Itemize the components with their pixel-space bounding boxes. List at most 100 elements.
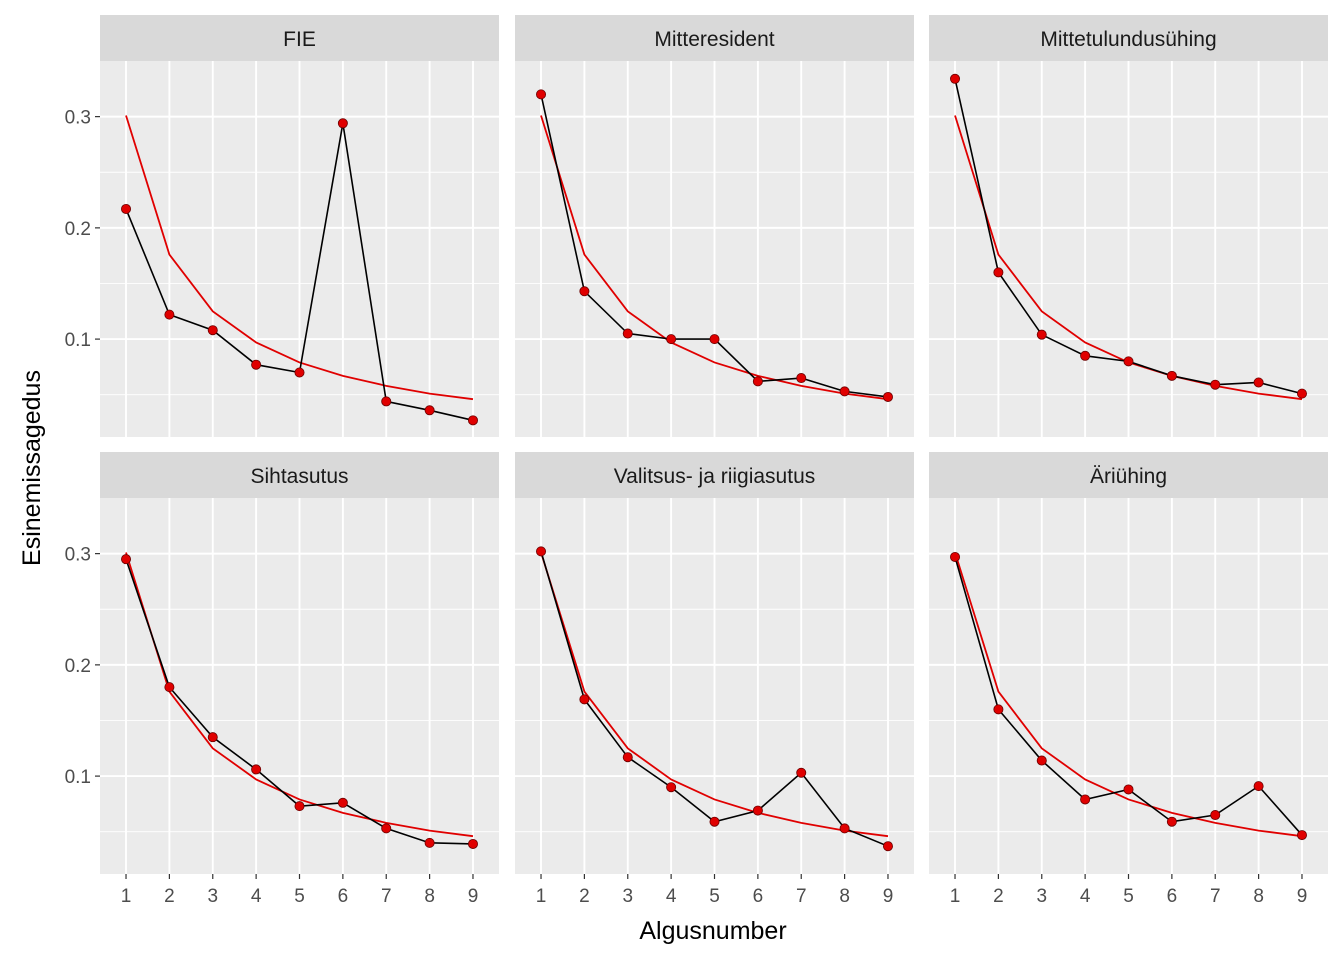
data-point (424, 405, 435, 416)
x-axis-title: Algusnumber (639, 917, 786, 945)
facet-panel-6: Äriühing 1 2 3 4 5 6 7 8 9 (929, 452, 1328, 907)
x-tick-label: 7 (381, 886, 392, 907)
data-point (709, 334, 720, 345)
data-point (424, 837, 435, 848)
data-point (1036, 329, 1047, 340)
data-point (536, 546, 547, 557)
facet-strip (515, 15, 914, 61)
data-point (579, 286, 590, 297)
data-point (882, 391, 893, 402)
data-point (666, 782, 677, 793)
data-point (1080, 350, 1091, 361)
facet-strip-label: Mitteresident (654, 28, 774, 51)
facet-strip (100, 452, 499, 498)
x-tick-label: 5 (709, 886, 720, 907)
x-tick-label: 8 (424, 886, 435, 907)
x-tick-label: 8 (839, 886, 850, 907)
data-point (1166, 370, 1177, 381)
data-point (709, 816, 720, 827)
facet-strip-label: Mittetulundusühing (1040, 28, 1216, 51)
x-tick-label: 2 (993, 886, 1004, 907)
data-point (579, 694, 590, 705)
y-tick-label: 0.2 (65, 219, 91, 240)
x-tick-label: 7 (796, 886, 807, 907)
reference-line (540, 552, 889, 838)
data-point (666, 334, 677, 345)
facet-strip (929, 452, 1328, 498)
facet-panel-3: Mittetulundusühing (929, 15, 1328, 437)
facet-strip (515, 452, 914, 498)
data-point (251, 764, 262, 775)
x-tick-label: 1 (950, 886, 961, 907)
x-tick-label: 3 (1036, 886, 1047, 907)
x-tick-label: 5 (1123, 886, 1134, 907)
data-point (882, 841, 893, 852)
x-tick-label: 6 (338, 886, 349, 907)
x-tick-label: 9 (468, 886, 479, 907)
x-tick-label: 7 (1210, 886, 1221, 907)
x-tick-label: 2 (164, 886, 175, 907)
x-tick-label: 1 (536, 886, 547, 907)
data-point (467, 838, 478, 849)
data-point (1253, 377, 1264, 388)
x-tick-label: 1 (121, 886, 132, 907)
x-tick-label: 4 (251, 886, 262, 907)
facet-strip-label: Sihtasutus (250, 465, 348, 488)
data-point (1296, 388, 1307, 399)
y-tick-label: 0.1 (65, 330, 91, 351)
data-point (1036, 755, 1047, 766)
data-point (752, 376, 763, 387)
data-point (622, 752, 633, 763)
data-point (1123, 356, 1134, 367)
data-point (839, 386, 850, 397)
data-point (381, 823, 392, 834)
data-point (752, 805, 763, 816)
data-point (993, 704, 1004, 715)
facet-strip (929, 15, 1328, 61)
data-point (1210, 379, 1221, 390)
facet-strip-label: Valitsus- ja riigiasutus (614, 465, 816, 488)
facet-panel-5: Valitsus- ja riigiasutus 1 2 3 4 5 6 7 8 9 (515, 452, 914, 907)
y-tick-label: 0.3 (65, 545, 91, 566)
facet-strip-label: Äriühing (1090, 465, 1167, 488)
reference-line (540, 115, 889, 401)
data-point (381, 396, 392, 407)
facet-strip (100, 15, 499, 61)
y-tick-label: 0.1 (65, 767, 91, 788)
data-point (1296, 830, 1307, 841)
data-point (1253, 781, 1264, 792)
data-point (536, 89, 547, 100)
reference-line (125, 115, 474, 401)
facet-panel-1: FIE 0.1 0.2 0.3 (65, 15, 499, 437)
data-point (622, 328, 633, 339)
facet-panel-4: Sihtasutus 0.1 0.2 0.3 1 2 3 4 5 6 7 8 9 (65, 452, 499, 907)
reference-line (125, 552, 474, 838)
y-axis-title: Esinemissagedus (18, 370, 46, 566)
x-tick-label: 2 (579, 886, 590, 907)
data-point (164, 309, 175, 320)
x-tick-label: 6 (753, 886, 764, 907)
data-point (950, 73, 961, 84)
y-tick-label: 0.3 (65, 108, 91, 129)
y-tick-label: 0.2 (65, 656, 91, 677)
data-point (337, 118, 348, 129)
data-point (121, 203, 132, 214)
data-point (839, 823, 850, 834)
facet-strip-label: FIE (283, 28, 316, 51)
x-tick-label: 4 (666, 886, 677, 907)
data-point (1123, 784, 1134, 795)
x-tick-label: 5 (294, 886, 305, 907)
data-point (950, 551, 961, 562)
x-tick-label: 4 (1080, 886, 1091, 907)
data-point (207, 325, 218, 336)
data-point (294, 367, 305, 378)
data-point (207, 732, 218, 743)
data-point (164, 682, 175, 693)
x-tick-label: 8 (1253, 886, 1264, 907)
data-point (251, 359, 262, 370)
chart-panels: FIE 0.1 0.2 0.3 Mitteresident Mittetulundusüh… (65, 15, 1328, 907)
facet-panel-2: Mitteresident (515, 15, 914, 437)
x-tick-label: 3 (207, 886, 218, 907)
data-point (1210, 810, 1221, 821)
